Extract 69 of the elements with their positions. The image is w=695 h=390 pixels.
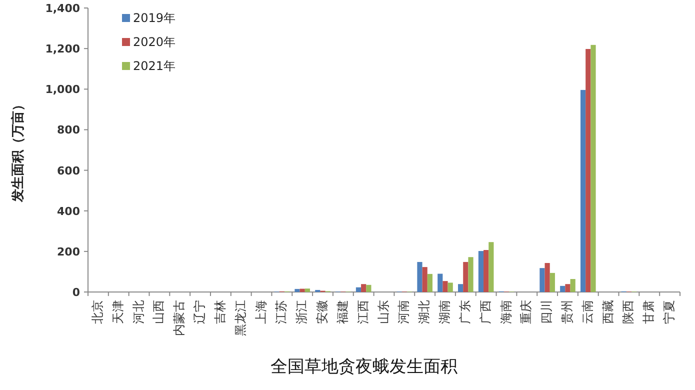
y-tick-label: 400	[57, 204, 80, 218]
bar	[590, 44, 596, 292]
bar	[565, 284, 570, 292]
y-tick-label: 1,200	[45, 42, 80, 56]
bar	[361, 284, 366, 292]
bar	[417, 262, 422, 292]
x-tick-label: 重庆	[519, 300, 534, 324]
bar	[544, 262, 550, 292]
legend-label: 2021年	[133, 59, 176, 73]
x-tick-label: 广东	[458, 300, 472, 324]
x-tick-label: 广西	[478, 300, 492, 324]
x-tick-label: 陕西	[621, 300, 636, 324]
x-tick-label: 辽宁	[192, 300, 207, 324]
y-tick-label: 0	[72, 286, 80, 299]
x-tick-label: 天津	[110, 300, 125, 324]
bar	[580, 90, 586, 292]
bar	[366, 284, 372, 292]
bar	[560, 286, 566, 292]
legend-label: 2020年	[133, 35, 176, 49]
x-tick-label: 海南	[498, 300, 513, 324]
bar	[586, 48, 591, 292]
bar	[448, 282, 453, 292]
bar	[294, 288, 300, 292]
x-tick-label: 河北	[131, 300, 146, 324]
bar	[458, 284, 464, 292]
y-tick-label: 1,000	[45, 83, 80, 96]
x-tick-label: 浙江	[294, 300, 309, 324]
bar	[442, 281, 448, 292]
x-tick-label: 黑龙江	[233, 300, 248, 336]
x-tick-label: 宁夏	[662, 300, 676, 324]
x-tick-label: 云南	[580, 300, 594, 324]
x-tick-label: 福建	[335, 300, 350, 324]
y-tick-label: 800	[57, 124, 80, 137]
y-tick-label: 1,400	[45, 2, 80, 15]
x-tick-label: 贵州	[560, 300, 574, 324]
y-tick-label: 600	[57, 164, 80, 178]
bar	[422, 267, 428, 292]
x-tick-label: 河南	[396, 300, 411, 324]
bar	[478, 251, 484, 292]
x-tick-label: 内蒙古	[172, 300, 186, 336]
bar	[463, 262, 468, 292]
bar	[550, 272, 555, 292]
bar	[356, 287, 362, 292]
bar	[570, 279, 576, 292]
bar	[438, 274, 443, 292]
x-tick-label: 江苏	[274, 300, 288, 324]
x-tick-label: 江西	[356, 300, 370, 324]
y-axis-title: 发生面积（万亩）	[10, 98, 26, 203]
y-tick-label: 200	[57, 245, 80, 258]
x-tick-label: 山西	[152, 300, 166, 324]
text: 全国草地贪夜蛾发生面积	[270, 357, 458, 377]
x-tick-label: 吉林	[212, 300, 227, 324]
bar	[484, 250, 489, 292]
x-tick-label: 西藏	[600, 300, 615, 324]
bar	[468, 257, 474, 292]
bar	[540, 268, 545, 292]
x-tick-label: 湖南	[438, 300, 452, 324]
x-tick-label: 甘肃	[642, 300, 656, 324]
x-tick-label: 四川	[540, 300, 554, 324]
bar	[488, 242, 494, 292]
bar	[427, 274, 432, 292]
x-tick-label: 湖北	[417, 300, 432, 324]
bar	[304, 288, 310, 292]
x-tick-label: 北京	[90, 300, 104, 324]
x-tick-label: 上海	[254, 300, 268, 324]
x-tick-label: 山东	[376, 300, 390, 324]
bar	[300, 288, 305, 292]
legend-label: 2019年	[133, 11, 176, 25]
x-tick-label: 安徽	[315, 300, 330, 324]
